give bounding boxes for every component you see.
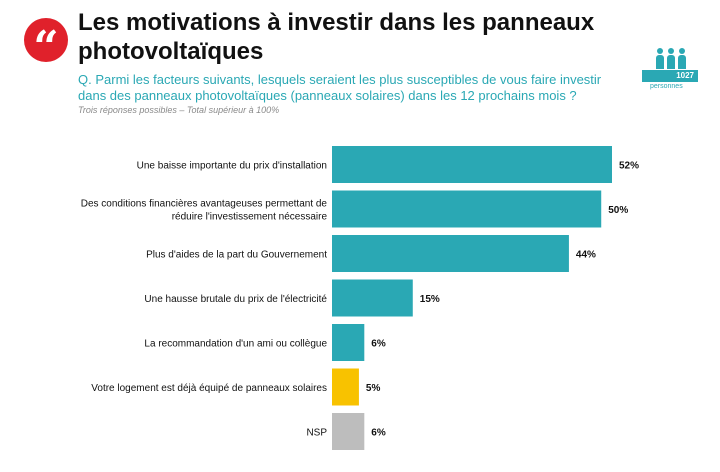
category-label: Des conditions financières avantageuses …: [81, 199, 328, 210]
question-line-1: Q. Parmi les facteurs suivants, lesquels…: [78, 72, 602, 87]
bar-2: [332, 190, 602, 228]
bar-value-label: 52%: [619, 161, 639, 172]
quote-icon: “: [24, 18, 68, 73]
bar-value-label: 44%: [576, 250, 596, 261]
bar-value-label: 6%: [371, 339, 386, 350]
sample-count: 1027: [642, 70, 698, 82]
answer-note: Trois réponses possibles – Total supérie…: [78, 105, 280, 115]
category-label: réduire l'investissement nécessaire: [172, 212, 328, 223]
title-line-1: Les motivations à investir dans les pann…: [78, 9, 595, 36]
category-label: La recommandation d'un ami ou collègue: [144, 339, 327, 350]
sample-size-badge: 1027 personnes: [642, 48, 702, 92]
people-icon: [656, 48, 664, 69]
people-icon: [678, 48, 686, 69]
bar-value-label: 15%: [420, 294, 440, 305]
survey-question: Q. Parmi les facteurs suivants, lesquels…: [78, 72, 638, 104]
bar-5: [332, 324, 365, 361]
category-label: Votre logement est déjà équipé de pannea…: [91, 383, 327, 394]
bar-4: [332, 279, 413, 317]
category-label: Plus d'aides de la part du Gouvernement: [146, 250, 327, 261]
category-label: NSP: [306, 428, 327, 439]
page-title: Les motivations à investir dans les pann…: [78, 8, 598, 66]
bar-6: [332, 368, 359, 406]
bar-1: [332, 146, 612, 183]
bar-value-label: 5%: [366, 383, 381, 394]
bar-7: [332, 413, 365, 450]
people-icon: [667, 48, 675, 69]
bar-value-label: 6%: [371, 428, 386, 439]
sample-label: personnes: [650, 83, 683, 90]
category-label: Une baisse importante du prix d'installa…: [137, 161, 327, 172]
title-line-2: photovoltaïques: [78, 38, 264, 65]
question-line-2: dans des panneaux photovoltaïques (panne…: [78, 88, 577, 103]
category-label: Une hausse brutale du prix de l'électric…: [144, 294, 327, 305]
bar-3: [332, 235, 569, 272]
bar-value-label: 50%: [608, 205, 628, 216]
